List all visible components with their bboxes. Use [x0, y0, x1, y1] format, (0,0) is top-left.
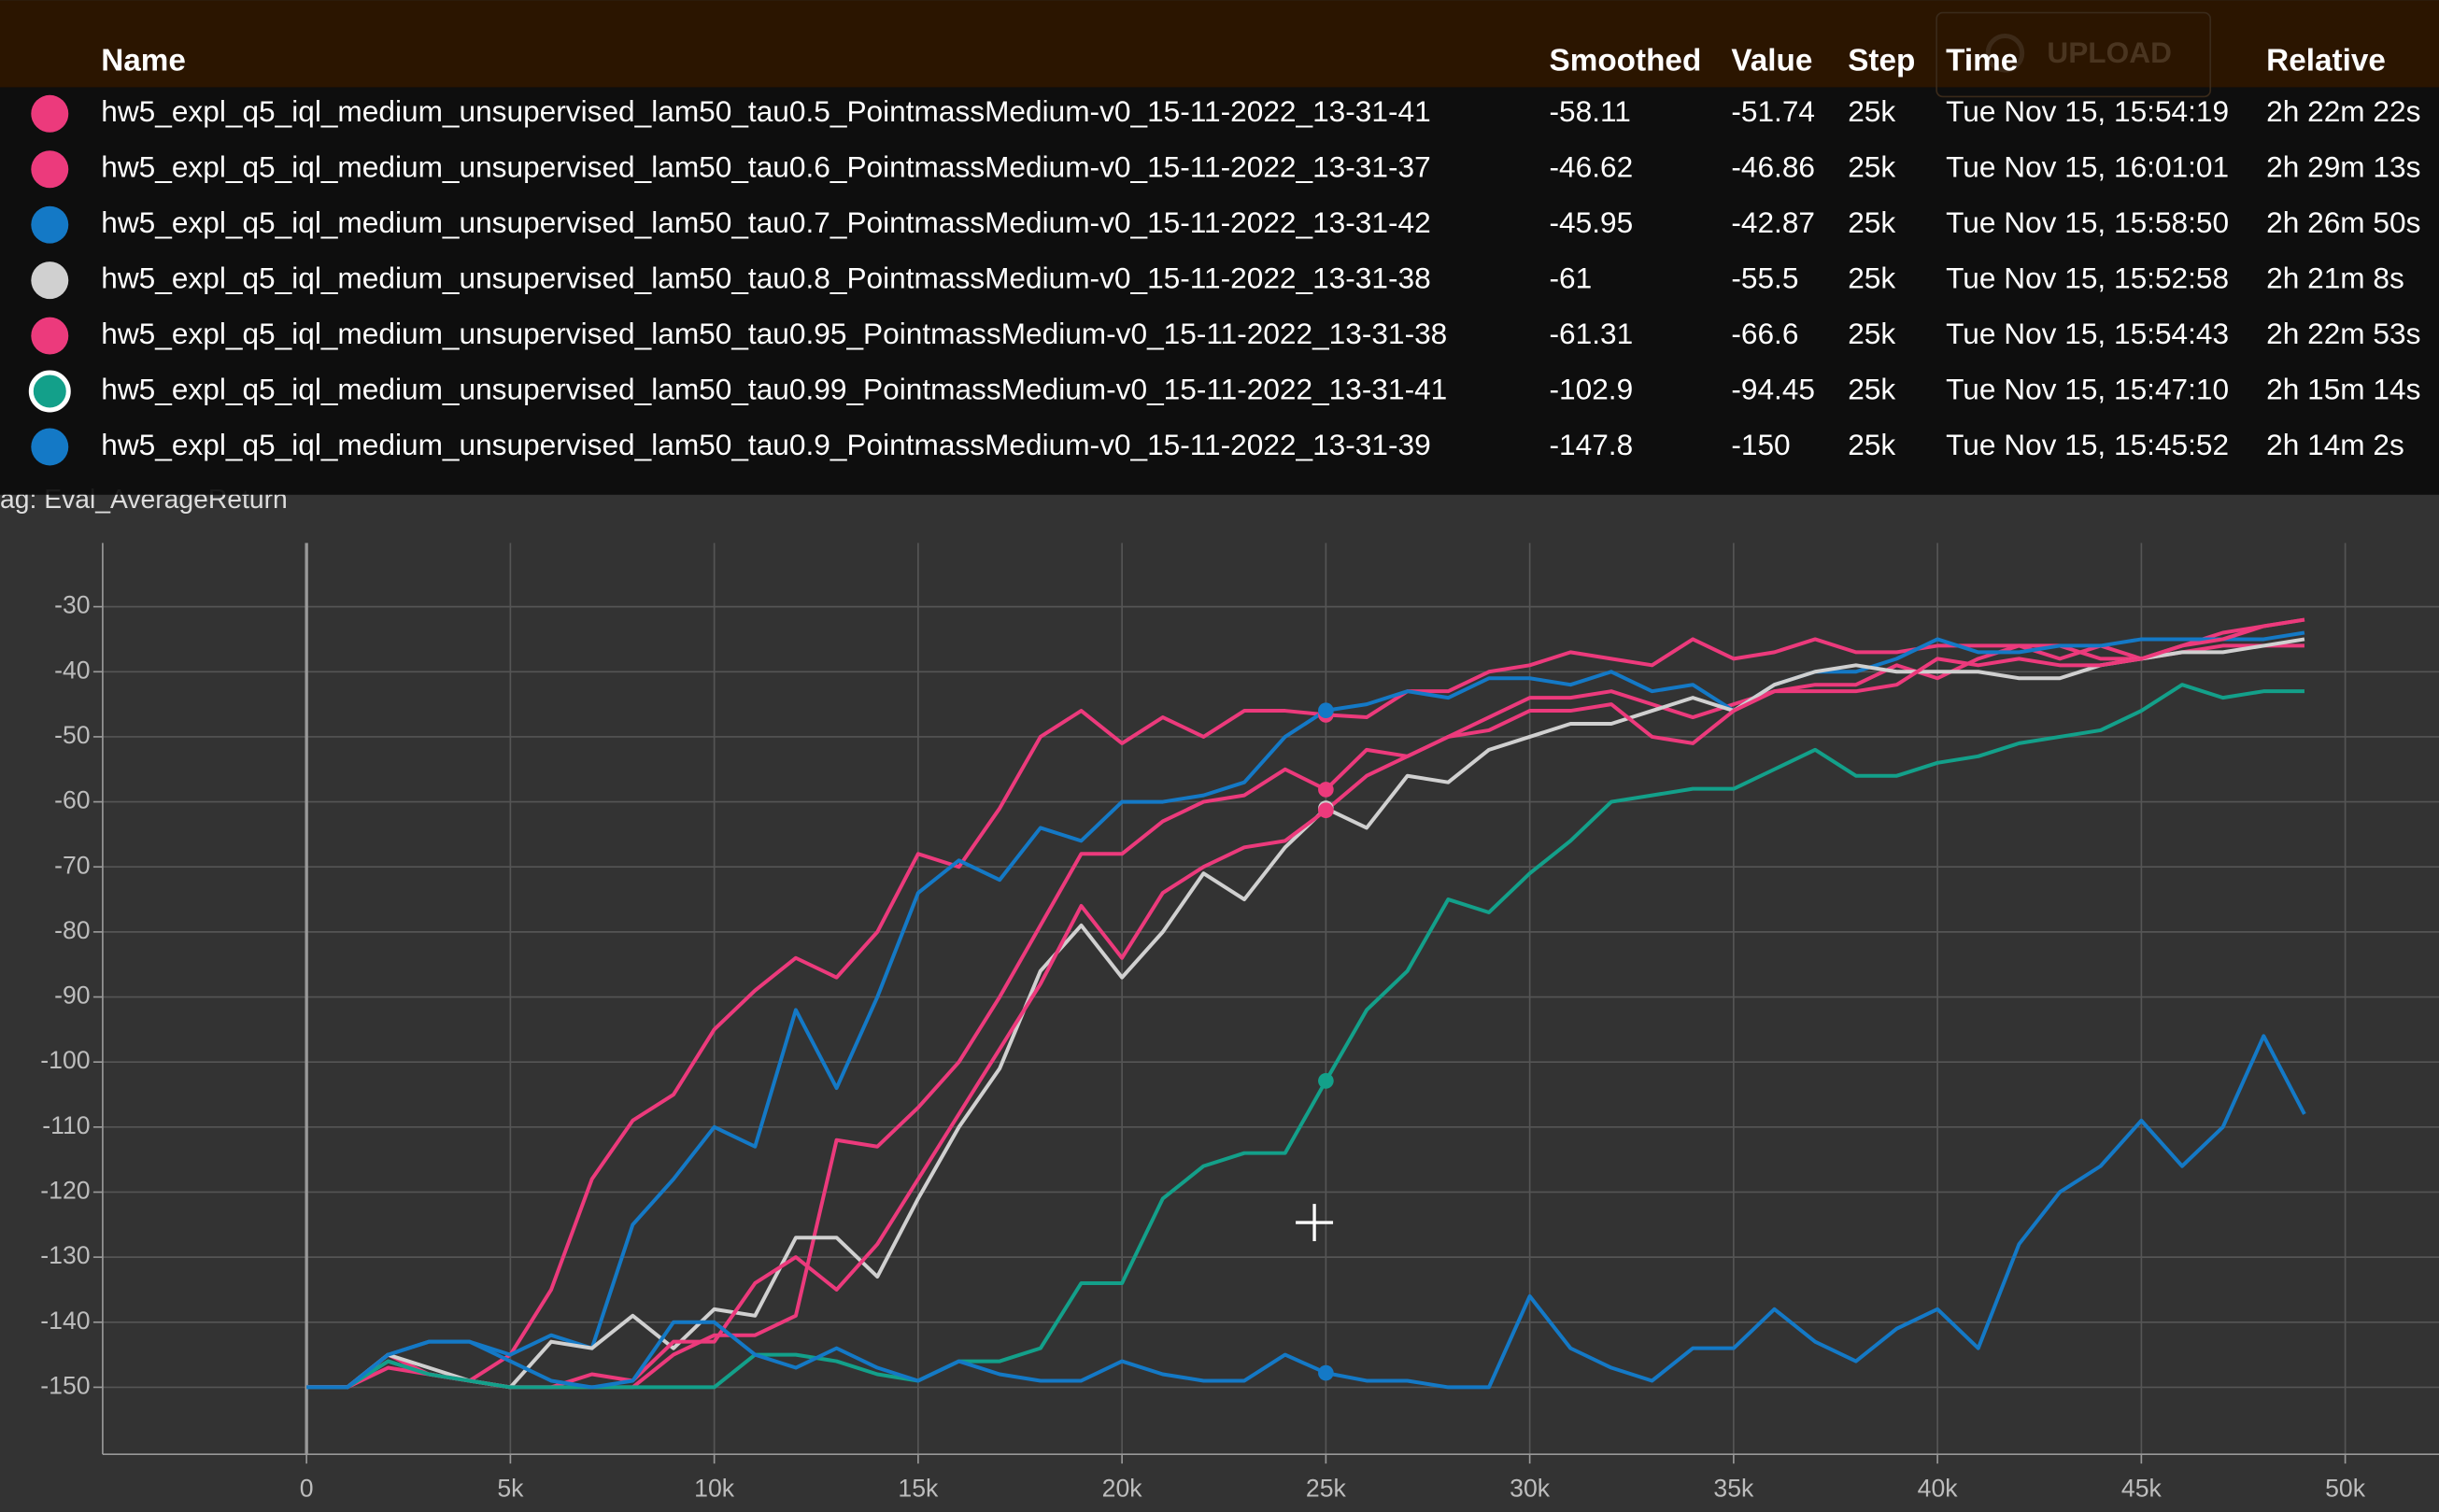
x-tick-label: 50k	[2325, 1474, 2366, 1502]
legend-entry: hw5_expl_q5_iql_medium_unsupervised_lam5…	[101, 261, 1430, 294]
cell: 25k	[1848, 317, 1895, 350]
tooltip: UPLOAD Name Smoothed Value Step Time Relative…	[0, 0, 2439, 495]
tooltip-body-bg	[0, 87, 2439, 495]
cell: Tue Nov 15, 16:01:01	[1946, 150, 2229, 184]
legend-entry: hw5_expl_q5_iql_medium_unsupervised_lam5…	[101, 205, 1430, 239]
plot-area: -30 -40 -50 -60 -70 -80 -90 -100 -110 -120 -130 -14…	[40, 543, 2439, 1502]
crosshair	[1296, 1204, 1334, 1242]
legend-dot	[31, 428, 69, 466]
y-tick-label: -110	[42, 1111, 90, 1139]
hover-point	[1318, 1073, 1334, 1089]
x-tick-label: 10k	[694, 1474, 735, 1502]
cell: -150	[1731, 428, 1790, 461]
cell: 2h 29m 13s	[2266, 150, 2420, 184]
series-line	[306, 683, 2304, 1390]
legend-entry: hw5_expl_q5_iql_medium_unsupervised_lam5…	[101, 428, 1430, 461]
upload-icon	[1985, 34, 2025, 73]
series-line	[306, 1034, 2306, 1390]
y-tick-label: -60	[54, 786, 90, 814]
x-tick-label: 25k	[1306, 1474, 1347, 1502]
y-tick-label: -90	[54, 982, 90, 1010]
y-tick-label: -150	[40, 1371, 90, 1399]
x-tick-label: 45k	[2121, 1474, 2162, 1502]
upload-label[interactable]: UPLOAD	[2047, 35, 2172, 69]
x-tick-label: 15k	[898, 1474, 939, 1502]
cell: -94.45	[1731, 372, 1815, 405]
cell: -102.9	[1550, 372, 1634, 405]
x-tick-label: 35k	[1713, 1474, 1754, 1502]
x-tick-label: 5k	[497, 1474, 524, 1502]
column-header: Name	[101, 44, 186, 78]
hover-point	[1318, 802, 1334, 819]
series-line	[306, 630, 2305, 1390]
y-tick-label: -130	[40, 1241, 90, 1269]
upload-button[interactable]	[1936, 11, 2212, 98]
cell: Tue Nov 15, 15:52:58	[1946, 261, 2229, 294]
cell: 2h 21m 8s	[2266, 261, 2404, 294]
y-tick-label: -30	[54, 591, 90, 619]
y-tick-label: -40	[54, 656, 90, 684]
cell: Tue Nov 15, 15:54:19	[1946, 94, 2229, 128]
hover-point	[1318, 702, 1334, 719]
series-line	[306, 643, 2304, 1390]
cell: 2h 14m 2s	[2266, 428, 2404, 461]
column-header: Smoothed	[1550, 44, 1702, 78]
x-tick-label: 20k	[1102, 1474, 1143, 1502]
cell: -42.87	[1731, 205, 1815, 239]
cell: -46.62	[1550, 150, 1634, 184]
cell: -147.8	[1550, 428, 1634, 461]
cell: -66.6	[1731, 317, 1798, 350]
cell: 2h 26m 50s	[2266, 205, 2420, 239]
cell: Tue Nov 15, 15:47:10	[1946, 372, 2229, 405]
cell: -45.95	[1550, 205, 1634, 239]
legend-entry: hw5_expl_q5_iql_medium_unsupervised_lam5…	[101, 372, 1447, 405]
legend-entry: hw5_expl_q5_iql_medium_unsupervised_lam5…	[101, 317, 1447, 350]
legend-dot	[28, 370, 71, 413]
cell: 25k	[1848, 94, 1895, 128]
cell: 25k	[1848, 261, 1895, 294]
x-tick-label: 0	[300, 1474, 314, 1502]
cell: 25k	[1848, 428, 1895, 461]
x-tick-label: 30k	[1510, 1474, 1551, 1502]
legend-dot	[31, 150, 69, 189]
cell: 25k	[1848, 372, 1895, 405]
x-tick-label: 40k	[1918, 1474, 1959, 1502]
cell: 2h 22m 22s	[2266, 94, 2420, 128]
legend-dot	[31, 205, 69, 244]
column-header: Relative	[2266, 44, 2386, 78]
cell: Tue Nov 15, 15:45:52	[1946, 428, 2229, 461]
cell: -51.74	[1731, 94, 1815, 128]
y-tick-label: -80	[54, 916, 90, 944]
column-header: Value	[1731, 44, 1812, 78]
cell: 2h 15m 14s	[2266, 372, 2420, 405]
cell: 2h 22m 53s	[2266, 317, 2420, 350]
legend-entry: hw5_expl_q5_iql_medium_unsupervised_lam5…	[101, 150, 1430, 184]
cell: 25k	[1848, 205, 1895, 239]
cell: -61	[1550, 261, 1593, 294]
cell: 25k	[1848, 150, 1895, 184]
hover-point	[1318, 1364, 1334, 1381]
cell: -55.5	[1731, 261, 1798, 294]
y-tick-label: -70	[54, 851, 90, 879]
y-tick-label: -50	[54, 721, 90, 749]
series-line	[306, 617, 2305, 1390]
y-tick-label: -140	[40, 1307, 90, 1335]
legend-entry: hw5_expl_q5_iql_medium_unsupervised_lam5…	[101, 94, 1430, 128]
cell: -58.11	[1550, 94, 1631, 128]
legend-dot	[31, 317, 69, 355]
y-tick-label: -100	[40, 1046, 90, 1074]
column-header: Step	[1848, 44, 1915, 78]
legend-dot	[31, 261, 69, 300]
column-header: Time	[1946, 44, 2018, 78]
tooltip-header-bg	[0, 0, 2439, 88]
y-tick-label: -120	[40, 1177, 90, 1205]
cell: -46.86	[1731, 150, 1815, 184]
cell: -61.31	[1550, 317, 1634, 350]
legend-dot	[31, 94, 69, 133]
cell: Tue Nov 15, 15:58:50	[1946, 205, 2229, 239]
cell: Tue Nov 15, 15:54:43	[1946, 317, 2229, 350]
hover-point	[1318, 782, 1334, 798]
